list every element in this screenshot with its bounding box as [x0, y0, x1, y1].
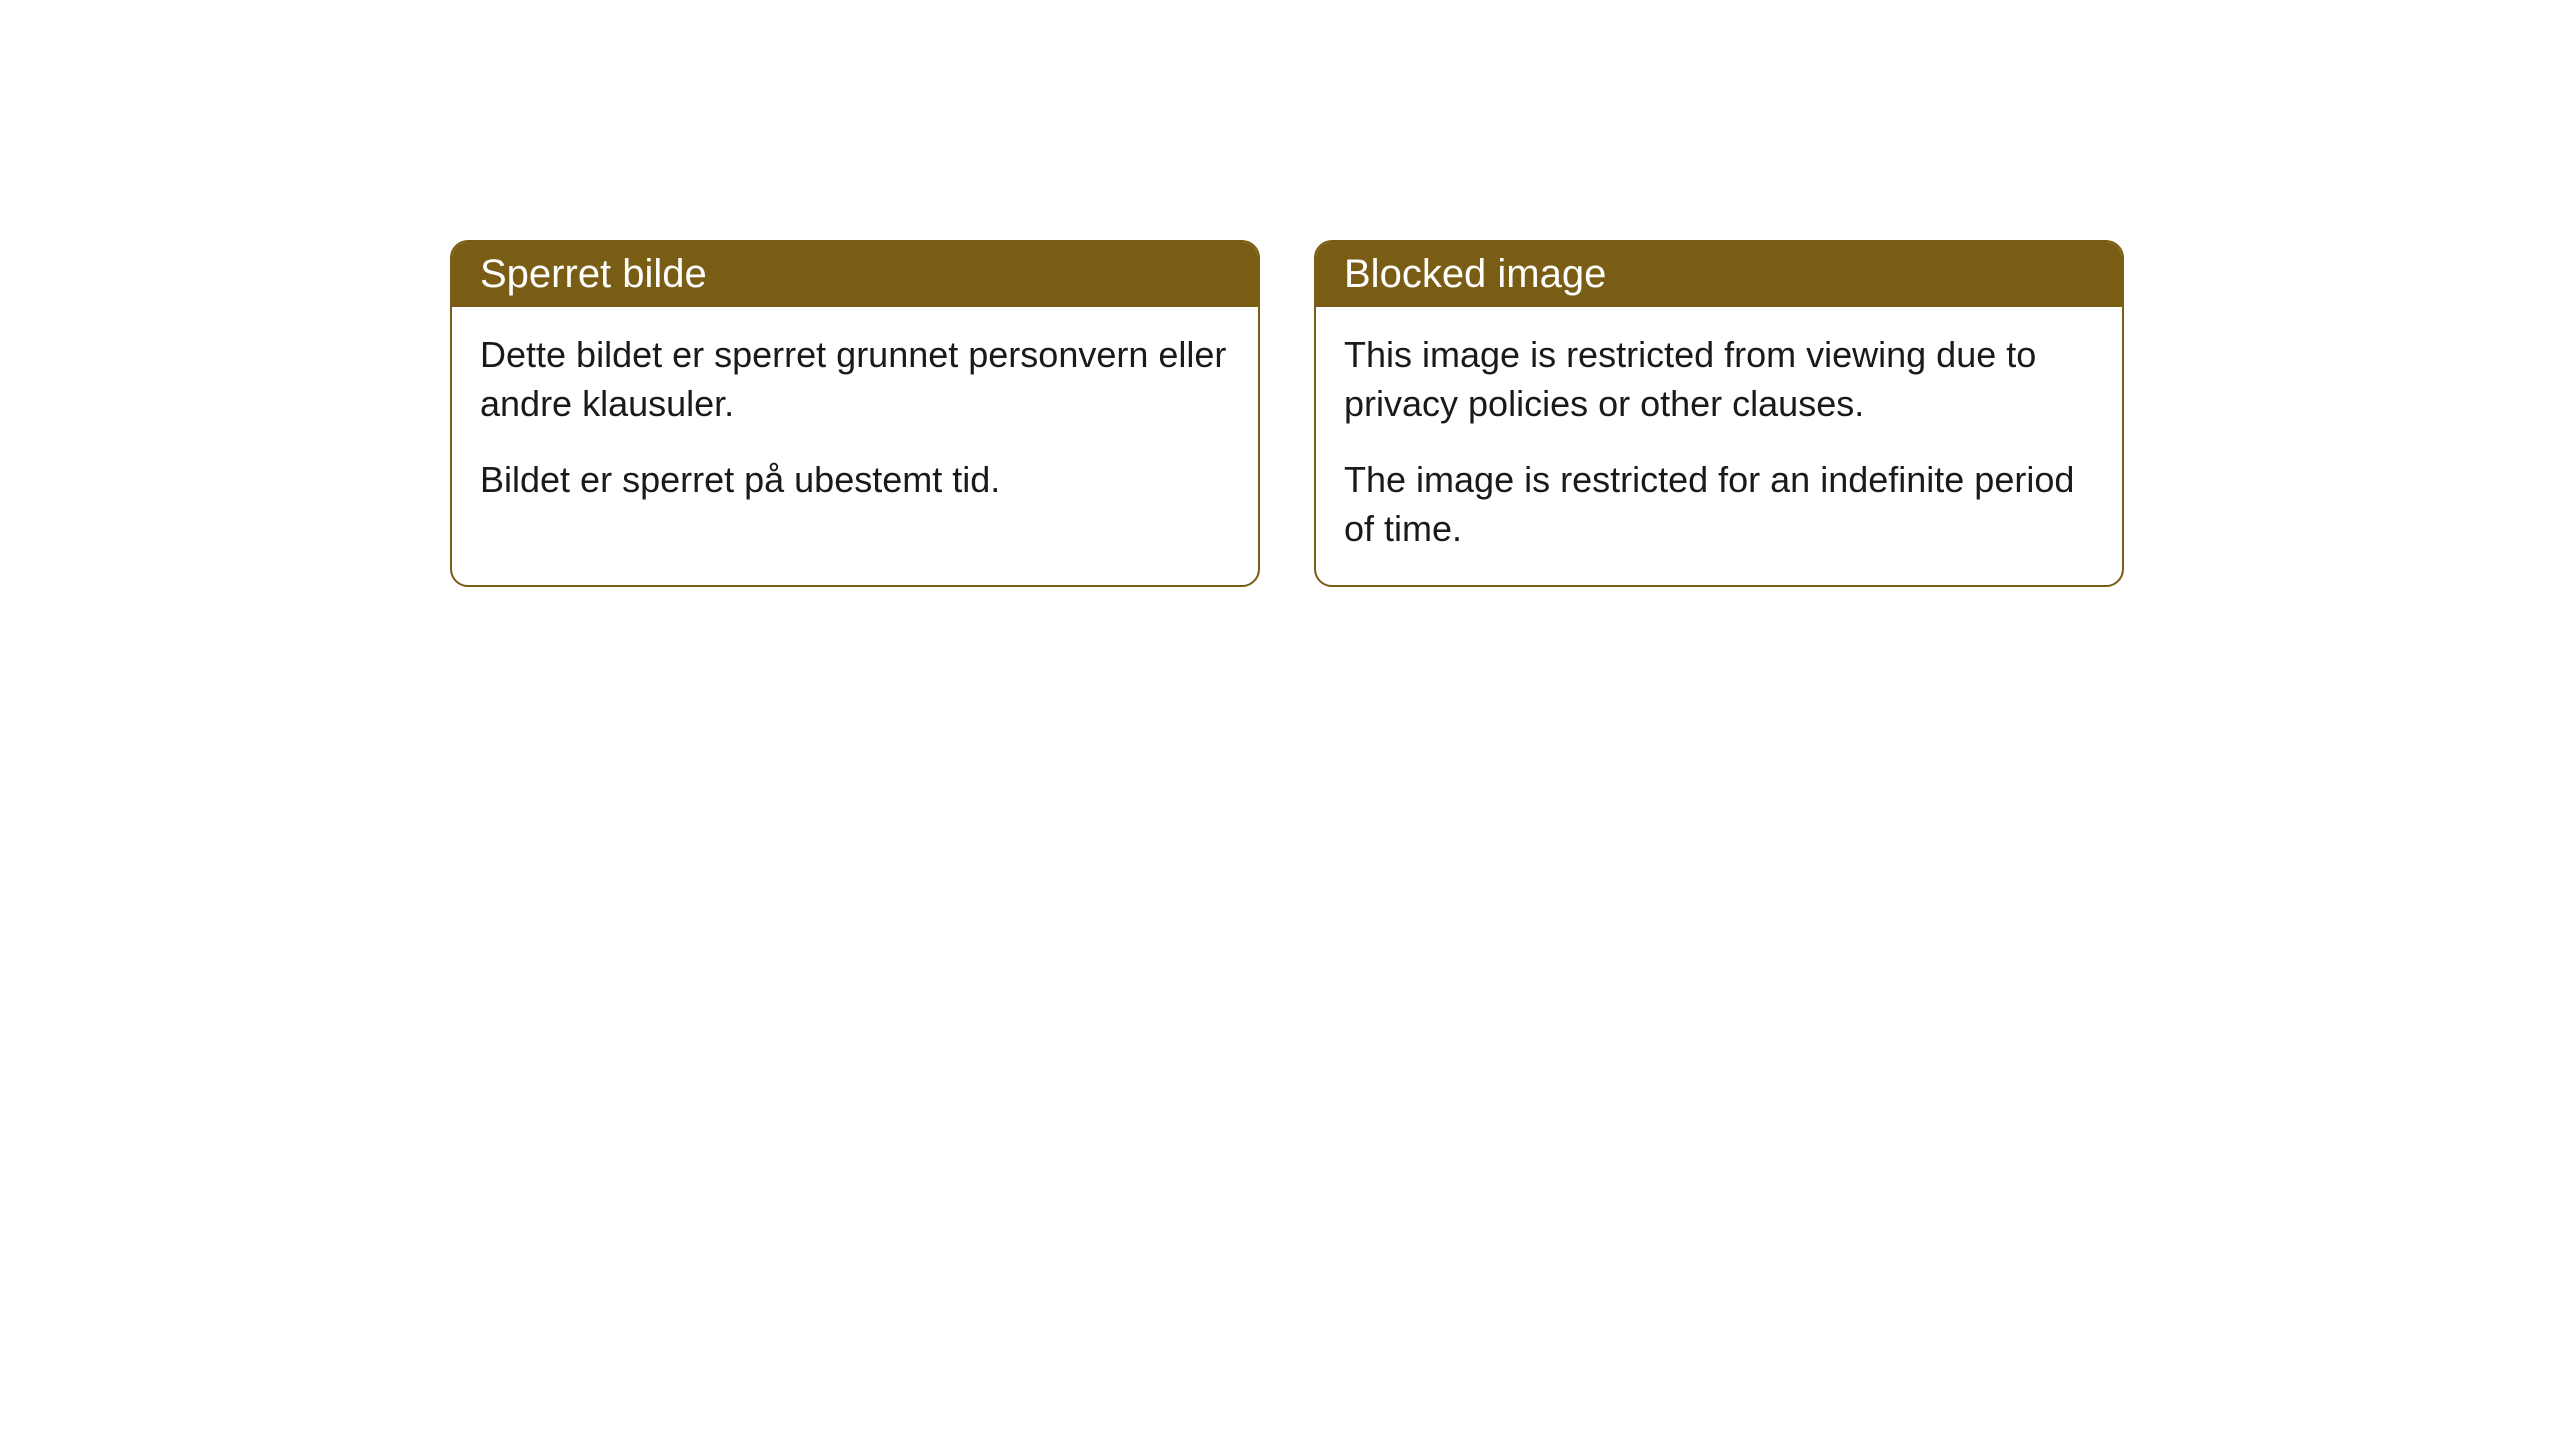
card-header: Sperret bilde: [452, 242, 1258, 307]
card-paragraph: Bildet er sperret på ubestemt tid.: [480, 456, 1230, 505]
card-title: Sperret bilde: [480, 252, 707, 296]
card-header: Blocked image: [1316, 242, 2122, 307]
card-body: This image is restricted from viewing du…: [1316, 307, 2122, 585]
card-paragraph: This image is restricted from viewing du…: [1344, 331, 2094, 428]
blocked-image-notices: Sperret bilde Dette bildet er sperret gr…: [450, 240, 2124, 587]
card-title: Blocked image: [1344, 252, 1606, 296]
card-body: Dette bildet er sperret grunnet personve…: [452, 307, 1258, 537]
blocked-image-card-english: Blocked image This image is restricted f…: [1314, 240, 2124, 587]
card-paragraph: Dette bildet er sperret grunnet personve…: [480, 331, 1230, 428]
blocked-image-card-norwegian: Sperret bilde Dette bildet er sperret gr…: [450, 240, 1260, 587]
card-paragraph: The image is restricted for an indefinit…: [1344, 456, 2094, 553]
